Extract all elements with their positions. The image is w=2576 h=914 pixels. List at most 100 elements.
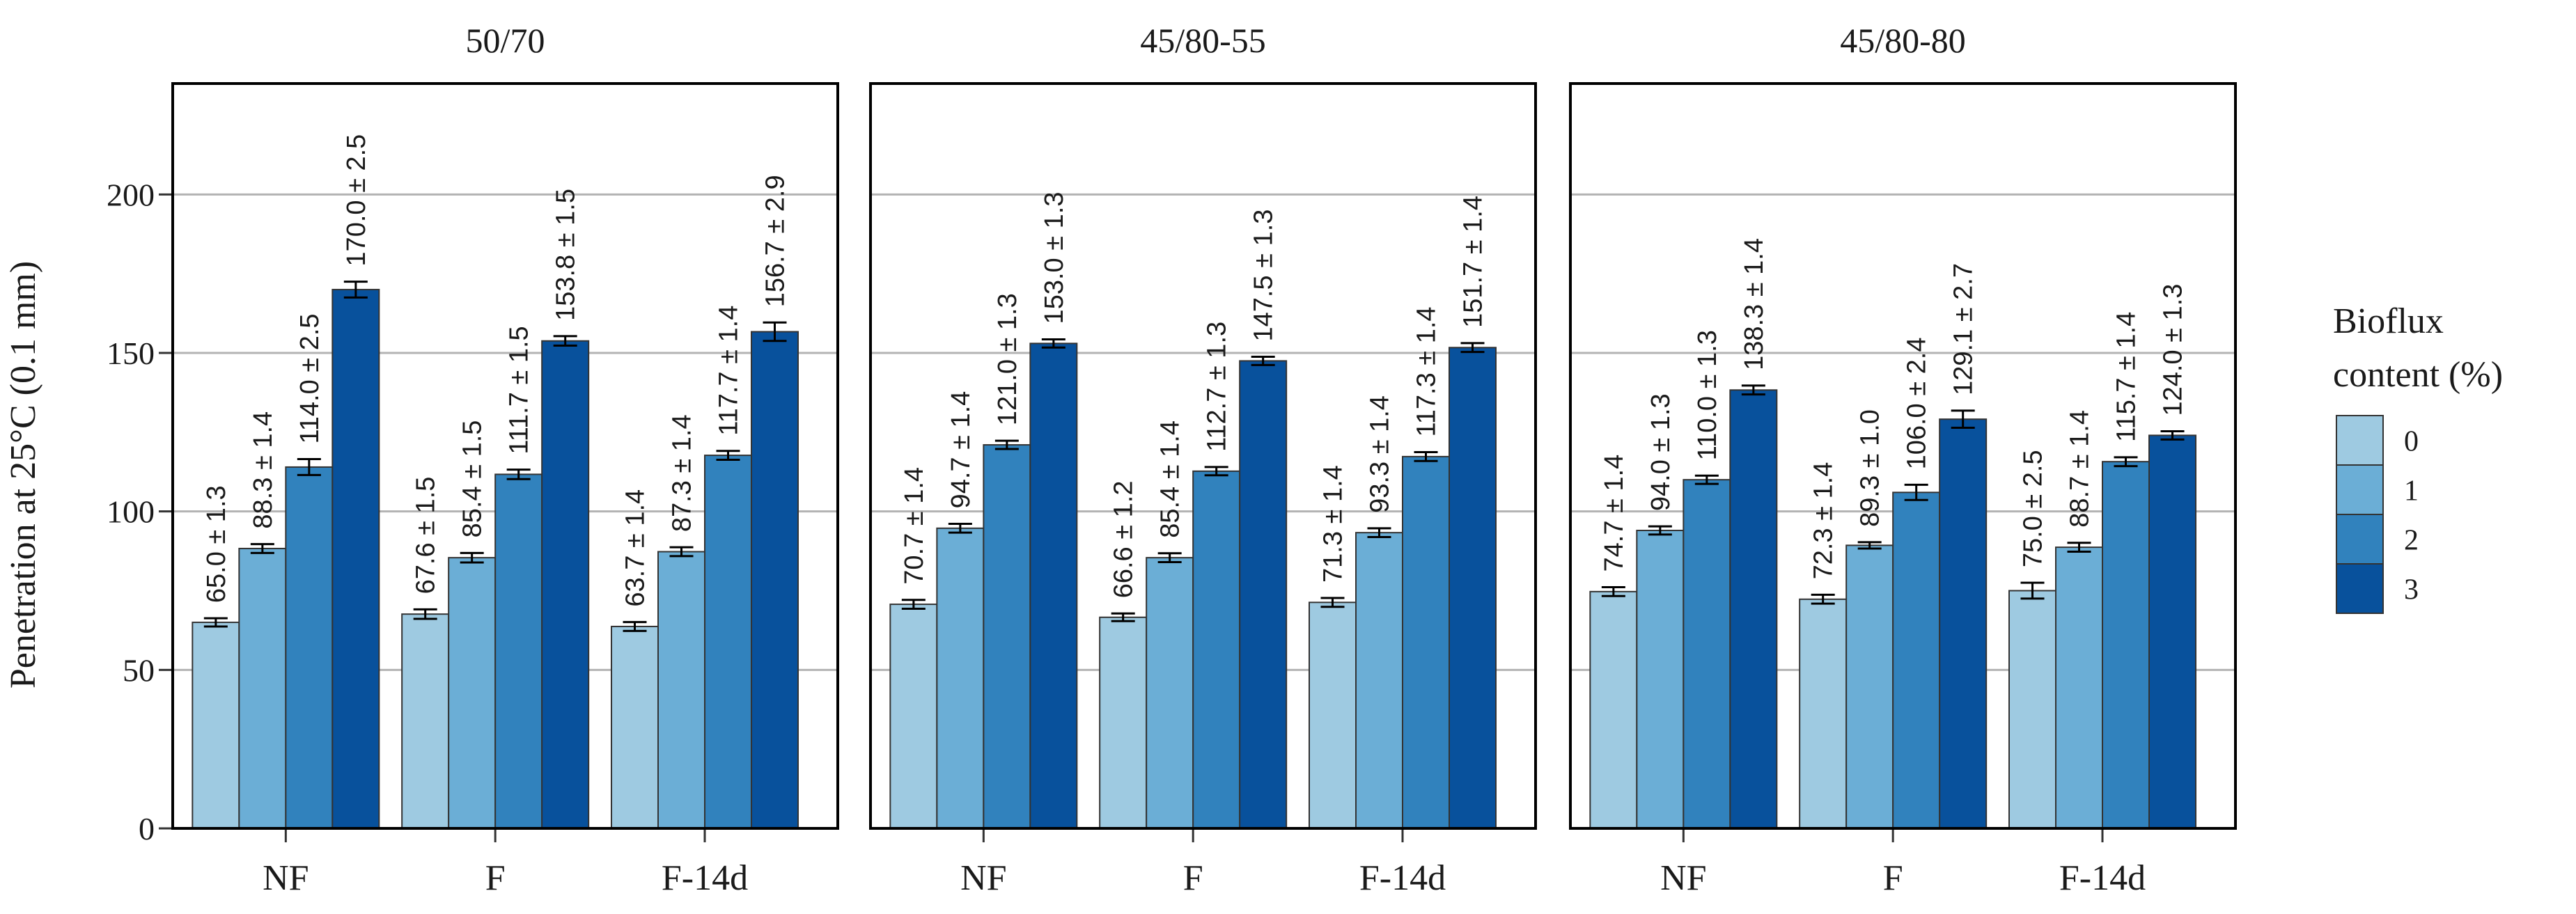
y-tick-label: 0 bbox=[139, 811, 155, 846]
bar bbox=[936, 527, 985, 829]
data-label: 170.0 ± 2.5 bbox=[342, 134, 371, 267]
bar bbox=[1683, 479, 1731, 829]
data-label: 106.0 ± 2.4 bbox=[1903, 338, 1932, 470]
bar bbox=[2148, 434, 2196, 829]
x-tick-label: NF bbox=[263, 858, 309, 898]
bar bbox=[448, 557, 497, 830]
legend-keys: 0 1 2 3 bbox=[2336, 415, 2419, 614]
x-tick-label: NF bbox=[1660, 858, 1706, 898]
x-tick-label: F-14d bbox=[1359, 858, 1446, 898]
x-tick-label: NF bbox=[960, 858, 1006, 898]
bar bbox=[1892, 491, 1941, 829]
panel-title: 45/80-55 bbox=[1140, 21, 1266, 60]
bar bbox=[889, 604, 938, 829]
panel-title: 45/80-80 bbox=[1840, 21, 1966, 60]
data-label: 75.0 ± 2.5 bbox=[2019, 450, 2048, 567]
bar bbox=[1239, 360, 1288, 829]
bar bbox=[983, 444, 1031, 829]
bar bbox=[1099, 616, 1148, 829]
data-label: 70.7 ± 1.4 bbox=[900, 467, 929, 585]
data-label: 114.0 ± 2.5 bbox=[295, 313, 325, 443]
bar bbox=[238, 547, 287, 829]
data-label: 151.7 ± 1.4 bbox=[1459, 196, 1488, 328]
data-label: 93.3 ± 1.4 bbox=[1366, 395, 1395, 513]
data-label: 71.3 ± 1.4 bbox=[1319, 465, 1348, 583]
legend-label: 3 bbox=[2404, 574, 2419, 606]
data-label: 65.0 ± 1.3 bbox=[202, 485, 231, 603]
y-tick-label: 50 bbox=[123, 652, 155, 688]
bar bbox=[1449, 347, 1497, 830]
data-label: 153.0 ± 1.3 bbox=[1040, 192, 1069, 324]
bar bbox=[1192, 470, 1241, 829]
y-tick-label: 100 bbox=[107, 494, 155, 530]
x-tick-label: F bbox=[1183, 858, 1203, 898]
data-label: 115.7 ± 1.4 bbox=[2112, 312, 2141, 442]
data-label: 89.3 ± 1.0 bbox=[1856, 409, 1885, 527]
data-label: 67.6 ± 1.5 bbox=[412, 477, 441, 594]
data-label: 94.0 ± 1.3 bbox=[1646, 393, 1676, 511]
bar bbox=[1939, 418, 1988, 829]
bar bbox=[1029, 342, 1078, 829]
y-tick-label: 150 bbox=[107, 336, 155, 371]
bar bbox=[751, 331, 799, 829]
bar bbox=[1636, 530, 1685, 829]
legend-label: 1 bbox=[2404, 475, 2419, 507]
bar bbox=[401, 613, 450, 830]
bar bbox=[1309, 601, 1357, 829]
bar bbox=[1799, 598, 1848, 829]
x-tick-label: F bbox=[485, 858, 506, 898]
data-label: 129.1 ± 2.7 bbox=[1949, 263, 1978, 395]
bar bbox=[2102, 461, 2150, 829]
x-tick-label: F-14d bbox=[2059, 858, 2146, 898]
bar bbox=[541, 340, 590, 829]
data-label: 156.7 ± 2.9 bbox=[761, 175, 790, 307]
bar bbox=[285, 466, 334, 829]
panel-border bbox=[869, 82, 1537, 830]
panel: 50/70 65.0 ± 1.3 88.3 ± 1.4 114.0 ± 2.5 170.… bbox=[171, 21, 839, 898]
data-label: 85.4 ± 1.5 bbox=[458, 420, 487, 538]
data-label: 88.7 ± 1.4 bbox=[2066, 410, 2095, 528]
bar bbox=[1146, 557, 1194, 830]
panel-border bbox=[1569, 82, 2237, 830]
data-label: 85.4 ± 1.4 bbox=[1156, 420, 1185, 538]
legend-swatch bbox=[2336, 415, 2384, 466]
bar bbox=[1589, 590, 1638, 829]
data-label: 88.3 ± 1.4 bbox=[249, 411, 278, 529]
x-tick-label: F bbox=[1883, 858, 1903, 898]
data-label: 138.3 ± 1.4 bbox=[1740, 238, 1769, 370]
data-label: 110.0 ± 1.3 bbox=[1693, 330, 1722, 460]
bar bbox=[611, 625, 659, 830]
bar bbox=[331, 288, 380, 829]
y-axis-title: Penetration at 25°C (0.1 mm) bbox=[3, 261, 43, 688]
bar bbox=[1729, 389, 1778, 829]
bar bbox=[657, 551, 705, 830]
data-label: 121.0 ± 1.3 bbox=[993, 293, 1022, 425]
data-label: 153.8 ± 1.5 bbox=[552, 189, 581, 321]
bar bbox=[1402, 455, 1450, 829]
legend-label: 2 bbox=[2404, 525, 2419, 557]
data-label: 87.3 ± 1.4 bbox=[668, 414, 697, 532]
data-label: 66.6 ± 1.2 bbox=[1109, 481, 1139, 599]
bar bbox=[192, 622, 240, 829]
panel: 45/80-55 70.7 ± 1.4 94.7 ± 1.4 121.0 ± 1.3 1… bbox=[869, 21, 1537, 898]
legend-swatch bbox=[2336, 563, 2384, 614]
data-label: 94.7 ± 1.4 bbox=[946, 391, 976, 509]
panel: 45/80-80 74.7 ± 1.4 94.0 ± 1.3 110.0 ± 1.3 1… bbox=[1569, 21, 2237, 898]
data-label: 72.3 ± 1.4 bbox=[1809, 462, 1839, 580]
bar bbox=[494, 473, 543, 829]
panel-title: 50/70 bbox=[466, 21, 545, 60]
data-label: 117.3 ± 1.4 bbox=[1412, 306, 1442, 436]
legend-label: 0 bbox=[2404, 426, 2419, 458]
y-tick-label: 200 bbox=[107, 177, 155, 212]
x-tick-label: F-14d bbox=[662, 858, 748, 898]
data-label: 63.7 ± 1.4 bbox=[621, 489, 650, 607]
legend-title-line1: Bioflux bbox=[2333, 301, 2444, 341]
panel-border bbox=[171, 82, 839, 830]
legend-swatch bbox=[2336, 514, 2384, 565]
data-label: 124.0 ± 1.3 bbox=[2159, 284, 2188, 416]
bar bbox=[1355, 532, 1403, 830]
facet-panels: 0 50 100 150 200 50/70 65.0 ± 1.3 88.3 ± 1.4 114… bbox=[107, 21, 2237, 898]
data-label: 147.5 ± 1.3 bbox=[1249, 210, 1279, 342]
data-label: 112.7 ± 1.3 bbox=[1203, 322, 1232, 452]
